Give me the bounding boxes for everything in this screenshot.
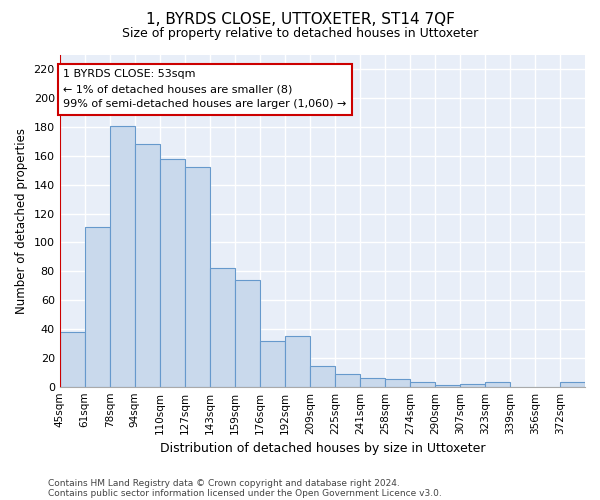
Bar (385, 380, 410, 386)
Bar (560, 382, 585, 386)
Text: Contains public sector information licensed under the Open Government Licence v3: Contains public sector information licen… (48, 488, 442, 498)
Bar (260, 340, 285, 386)
Text: Size of property relative to detached houses in Uttoxeter: Size of property relative to detached ho… (122, 28, 478, 40)
Bar (435, 385, 460, 386)
Bar (460, 384, 485, 386)
Bar (235, 280, 260, 386)
Bar (285, 336, 310, 386)
Text: 1, BYRDS CLOSE, UTTOXETER, ST14 7QF: 1, BYRDS CLOSE, UTTOXETER, ST14 7QF (146, 12, 454, 28)
Bar (410, 382, 435, 386)
Text: Contains HM Land Registry data © Crown copyright and database right 2024.: Contains HM Land Registry data © Crown c… (48, 478, 400, 488)
Bar (360, 378, 385, 386)
Bar (110, 126, 135, 386)
Bar (185, 168, 210, 386)
Y-axis label: Number of detached properties: Number of detached properties (15, 128, 28, 314)
Bar (310, 366, 335, 386)
Bar (160, 159, 185, 386)
Text: 1 BYRDS CLOSE: 53sqm
← 1% of detached houses are smaller (8)
99% of semi-detache: 1 BYRDS CLOSE: 53sqm ← 1% of detached ho… (64, 70, 347, 109)
Bar (335, 374, 360, 386)
Bar (210, 268, 235, 386)
Bar (135, 144, 160, 386)
Bar (85, 226, 110, 386)
X-axis label: Distribution of detached houses by size in Uttoxeter: Distribution of detached houses by size … (160, 442, 485, 455)
Bar (485, 382, 510, 386)
Bar (59, 332, 85, 386)
